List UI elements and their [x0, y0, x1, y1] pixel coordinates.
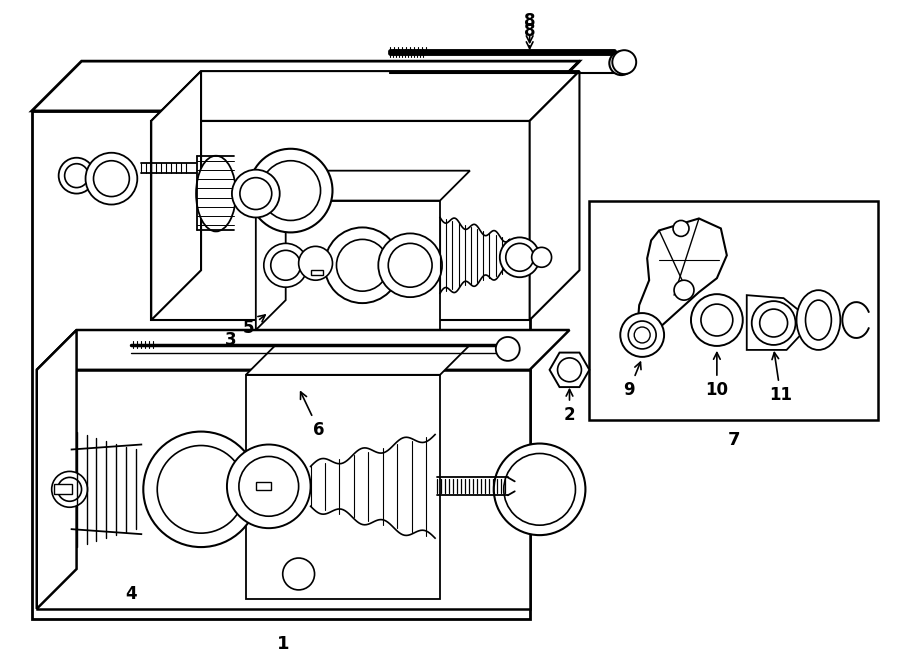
Polygon shape	[530, 71, 580, 320]
Circle shape	[620, 313, 664, 357]
Text: 10: 10	[706, 352, 728, 399]
Circle shape	[494, 444, 585, 535]
Polygon shape	[590, 200, 878, 420]
Circle shape	[158, 446, 245, 533]
Circle shape	[283, 558, 315, 590]
Polygon shape	[246, 375, 440, 599]
Polygon shape	[32, 111, 530, 619]
Circle shape	[65, 164, 88, 188]
Text: 7: 7	[727, 430, 740, 449]
Polygon shape	[32, 61, 580, 111]
Polygon shape	[256, 171, 470, 200]
Polygon shape	[256, 171, 285, 330]
Circle shape	[752, 301, 796, 345]
Circle shape	[496, 337, 519, 361]
Polygon shape	[151, 71, 580, 121]
Ellipse shape	[796, 290, 841, 350]
Bar	[310, 270, 322, 275]
Text: 8: 8	[524, 22, 536, 48]
Ellipse shape	[196, 156, 236, 231]
Polygon shape	[747, 295, 800, 350]
Circle shape	[701, 304, 733, 336]
Circle shape	[609, 51, 634, 75]
Text: 4: 4	[125, 585, 137, 603]
Polygon shape	[37, 370, 530, 609]
Bar	[54, 485, 72, 494]
Circle shape	[232, 170, 280, 217]
Circle shape	[264, 243, 308, 287]
Circle shape	[51, 471, 87, 507]
Text: 5: 5	[243, 315, 266, 337]
Circle shape	[504, 453, 575, 525]
Circle shape	[58, 477, 82, 501]
Circle shape	[240, 178, 272, 210]
Polygon shape	[246, 345, 470, 375]
Circle shape	[86, 153, 138, 204]
Polygon shape	[151, 121, 530, 320]
Circle shape	[227, 444, 310, 528]
Polygon shape	[256, 200, 440, 330]
Circle shape	[325, 227, 400, 303]
Text: 2: 2	[563, 389, 575, 424]
Circle shape	[760, 309, 788, 337]
Circle shape	[337, 239, 388, 291]
Circle shape	[506, 243, 534, 271]
Circle shape	[58, 158, 94, 194]
Circle shape	[557, 358, 581, 382]
Circle shape	[673, 221, 689, 237]
Polygon shape	[637, 219, 727, 345]
Circle shape	[238, 457, 299, 516]
Text: 1: 1	[276, 635, 289, 652]
Circle shape	[674, 280, 694, 300]
Polygon shape	[550, 352, 590, 387]
Circle shape	[94, 161, 130, 196]
Text: 11: 11	[770, 352, 792, 404]
Circle shape	[500, 237, 540, 277]
Circle shape	[271, 251, 301, 280]
Circle shape	[299, 247, 332, 280]
Circle shape	[388, 243, 432, 287]
Text: 6: 6	[301, 392, 324, 439]
Text: 9: 9	[624, 362, 641, 399]
Circle shape	[248, 149, 332, 233]
Circle shape	[612, 50, 636, 74]
Text: 3: 3	[225, 331, 237, 349]
Circle shape	[628, 321, 656, 349]
Circle shape	[691, 294, 742, 346]
Polygon shape	[37, 330, 76, 609]
Circle shape	[378, 233, 442, 297]
Text: 8: 8	[524, 13, 536, 42]
Ellipse shape	[806, 300, 832, 340]
Polygon shape	[37, 330, 570, 370]
Circle shape	[143, 432, 259, 547]
Circle shape	[532, 247, 552, 267]
Circle shape	[634, 327, 650, 343]
Bar	[256, 483, 271, 490]
Circle shape	[261, 161, 320, 221]
Polygon shape	[151, 71, 201, 320]
